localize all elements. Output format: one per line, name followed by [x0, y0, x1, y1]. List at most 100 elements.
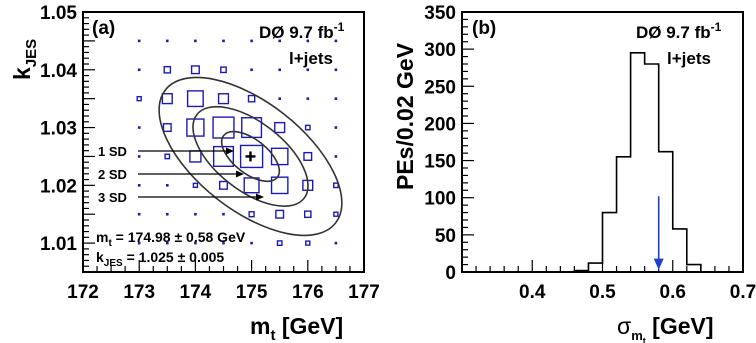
likelihood-box: [218, 180, 229, 190]
grid-point-dot: [334, 97, 338, 100]
likelihood-box: [164, 153, 171, 160]
grid-point-dot: [137, 212, 141, 216]
likelihood-box: [333, 211, 339, 217]
grid-point-dot: [306, 68, 310, 72]
likelihood-box: [189, 150, 202, 163]
grid-point-dot: [250, 39, 253, 43]
histogram-bin: [659, 152, 673, 272]
a-panel-label: (a): [92, 18, 115, 39]
grid-point-dot: [250, 241, 253, 245]
grid-point-dot: [166, 241, 169, 245]
a-y-tick-label: 1.01: [40, 234, 77, 255]
grid-point-dot: [137, 39, 141, 43]
b-y-tick-label: 50: [435, 226, 456, 247]
a-x-tick-label: 177: [348, 282, 380, 303]
histogram-bin: [673, 229, 687, 272]
a-x-tick-label: 176: [292, 282, 324, 303]
likelihood-box: [303, 210, 312, 219]
likelihood-box: [304, 124, 311, 131]
histogram-bin: [588, 263, 602, 272]
a-y-tick-label: 1.05: [40, 3, 77, 24]
grid-point-dot: [137, 68, 141, 72]
a-y-tick-label: 1.03: [40, 119, 77, 140]
a-contours: [138, 76, 343, 237]
grid-point-dot: [334, 68, 338, 72]
fit-kjes-text: kJES = 1.025 ± 0.005: [96, 249, 224, 269]
sd-arrowhead-3: [256, 193, 264, 201]
arrow-head: [653, 258, 664, 270]
grid-point-dot: [278, 39, 281, 43]
grid-point-dot: [278, 97, 281, 100]
b-ticks: [461, 11, 744, 273]
b-x-tick-label: 0.7: [730, 282, 756, 303]
likelihood-box: [136, 95, 142, 102]
panel-a: 172 173 174 175 176 177 1.01 1.02 1.03 1.04 1.05 (…: [9, 3, 380, 343]
a-y-tick-label: 1.04: [40, 61, 77, 82]
b-y-tick-label: 350: [424, 3, 456, 24]
panel-b: 0.4 0.5 0.6 0.7 0 50 100 150 200 250 300 350 (b) DØ…: [392, 3, 756, 343]
likelihood-box: [305, 240, 311, 246]
histogram-bin: [687, 265, 701, 272]
grid-point-dot: [306, 39, 310, 43]
b-y-tick-label: 0: [445, 263, 456, 284]
b-y-tick-label: 150: [424, 152, 456, 173]
b-x-tick-label: 0.6: [660, 282, 686, 303]
grid-point-dot: [222, 241, 225, 245]
likelihood-box: [212, 116, 235, 139]
likelihood-box: [303, 151, 313, 161]
sd1-label: 1 SD: [98, 144, 127, 159]
grid-point-dot: [278, 68, 281, 72]
histogram-bin: [603, 213, 617, 272]
b-tick-labels: 0.4 0.5 0.6 0.7 0 50 100 150 200 250 300 350: [424, 3, 756, 303]
a-experiment-label: DØ 9.7 fb-1: [259, 20, 345, 42]
grid-point-dot: [194, 212, 197, 216]
likelihood-box: [163, 65, 172, 74]
b-x-tick-label: 0.5: [589, 282, 616, 303]
sd3-label: 3 SD: [98, 190, 127, 205]
grid-point-dot: [334, 126, 338, 129]
likelihood-box: [247, 94, 256, 103]
a-x-tick-label: 175: [236, 282, 268, 303]
grid-point-dot: [222, 39, 225, 43]
histogram-outline: [573, 52, 702, 272]
histogram-bin: [617, 157, 631, 272]
grid-point-dot: [334, 155, 338, 158]
b-channel-label: l+jets: [667, 49, 711, 68]
b-y-tick-label: 100: [424, 189, 456, 210]
likelihood-box: [274, 121, 286, 134]
sd-contour-2: [192, 105, 309, 207]
a-tick-labels: 172 173 174 175 176 177 1.01 1.02 1.03 1.04 1.05: [40, 3, 380, 303]
likelihood-box: [217, 93, 230, 105]
grid-point-dot: [250, 68, 253, 72]
likelihood-box: [248, 211, 255, 218]
grid-point-dot: [137, 155, 141, 158]
histogram-bin: [631, 53, 645, 272]
sd-contour-3: [158, 76, 343, 237]
grid-point-dot: [334, 241, 338, 245]
b-y-axis-label: PEs/0.02 GeV: [392, 42, 418, 190]
sd-arrowhead-2: [236, 170, 244, 178]
a-x-axis-label: mt [GeV]: [250, 313, 343, 343]
sd2-label: 2 SD: [98, 167, 127, 182]
likelihood-box: [212, 145, 235, 167]
a-x-tick-label: 174: [180, 282, 212, 303]
sd-arrowhead-1: [226, 147, 234, 155]
likelihood-box: [239, 144, 264, 169]
grid-point-dot: [334, 39, 338, 43]
grid-point-dot: [166, 39, 169, 43]
a-marks: [136, 39, 339, 247]
likelihood-box: [190, 65, 200, 75]
likelihood-box: [243, 177, 260, 194]
grid-point-dot: [306, 97, 310, 100]
b-y-tick-label: 250: [424, 77, 456, 98]
measured-value-arrow: [653, 196, 664, 270]
grid-point-dot: [137, 126, 141, 129]
a-x-tick-label: 173: [123, 282, 155, 303]
likelihood-box: [276, 240, 283, 247]
b-y-tick-label: 300: [424, 40, 456, 61]
grid-point-dot: [194, 39, 197, 43]
b-y-tick-label: 200: [424, 114, 456, 135]
b-x-axis-label: σmt [GeV]: [617, 313, 714, 343]
likelihood-box: [162, 123, 172, 133]
